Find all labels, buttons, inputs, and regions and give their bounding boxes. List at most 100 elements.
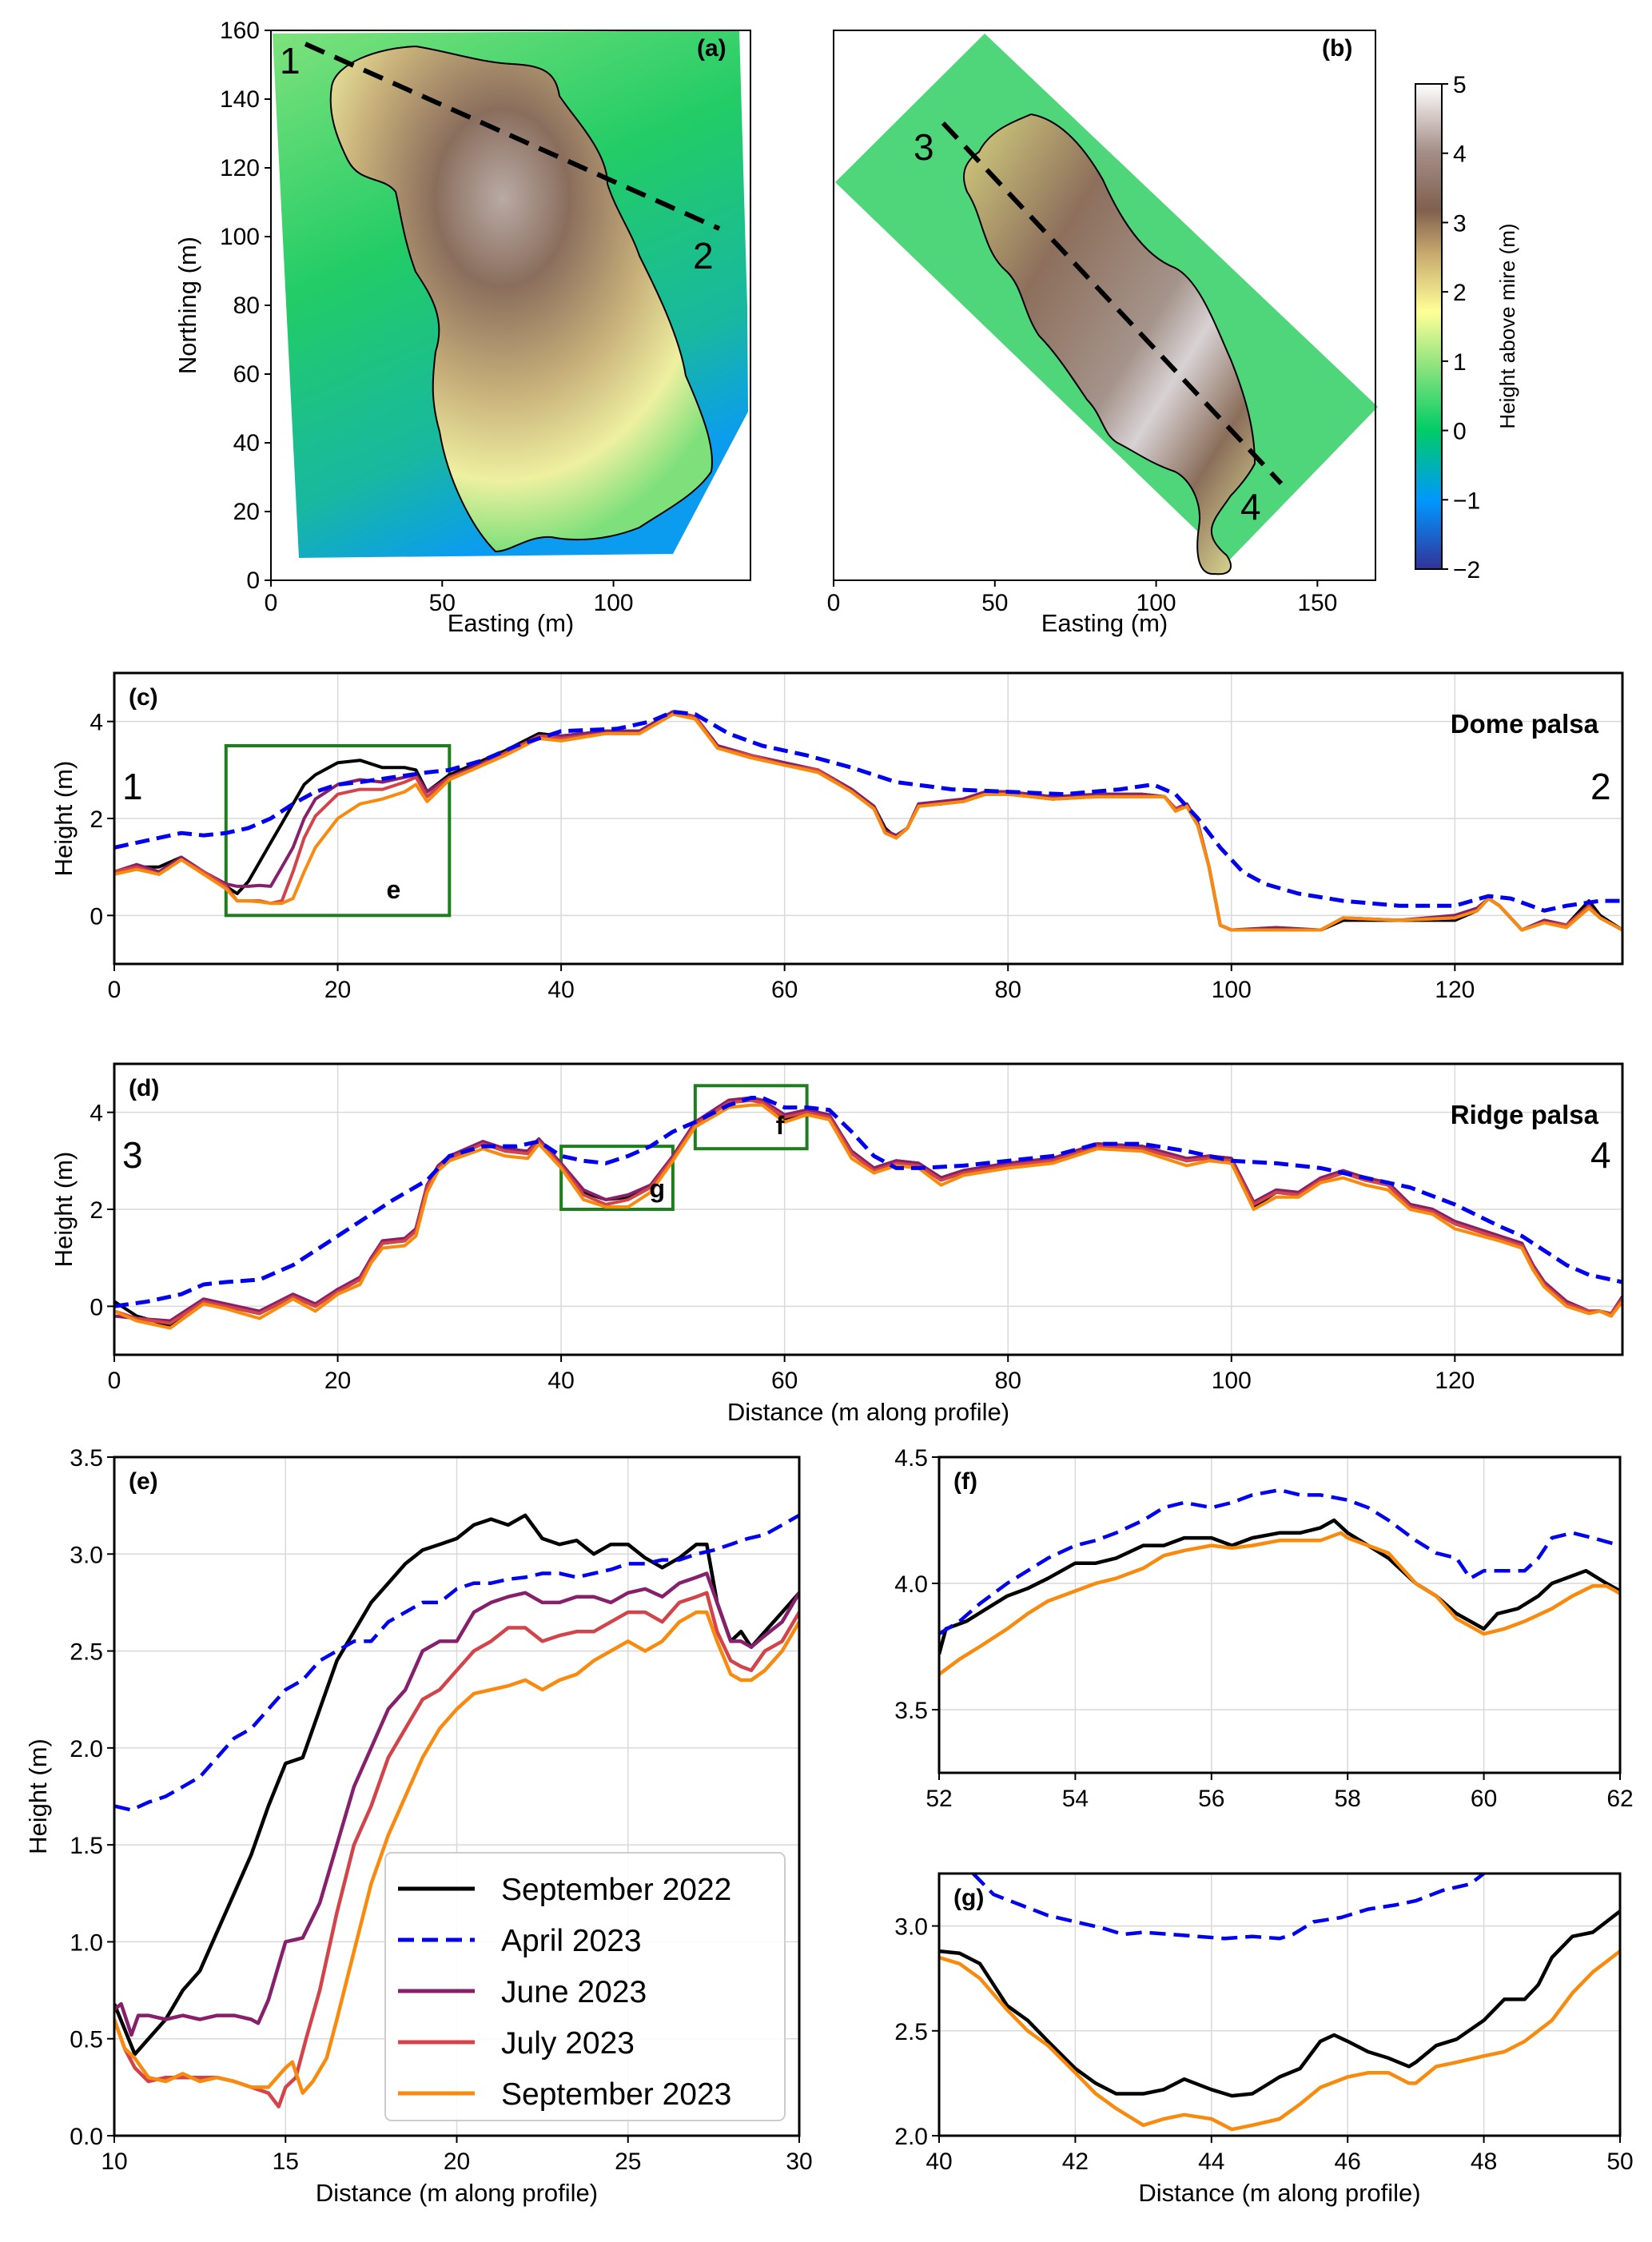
legend-label-july-2023: July 2023 bbox=[501, 2026, 635, 2061]
x-tick-label-g: 42 bbox=[1062, 2148, 1089, 2175]
panel-title-d: Ridge palsa bbox=[1451, 1100, 1599, 1129]
x-tick-label-e: 20 bbox=[444, 2148, 470, 2175]
colorbar-tick-label: 5 bbox=[1453, 72, 1467, 98]
x-tick-label-b: 0 bbox=[827, 590, 841, 616]
legend-label-april-2023: April 2023 bbox=[501, 1924, 642, 1958]
x-tick-label-e: 30 bbox=[786, 2148, 812, 2175]
x-tick-label-b: 50 bbox=[981, 590, 1008, 616]
profile-start-label-c: 1 bbox=[122, 766, 143, 807]
profile-end-label-2: 2 bbox=[693, 235, 714, 277]
legend: September 2022 April 2023 June 2023 July 20… bbox=[384, 1852, 786, 2121]
x-tick-label-e: 10 bbox=[101, 2148, 127, 2175]
y-tick-label-d: 0 bbox=[90, 1294, 103, 1320]
x-tick-label-f: 52 bbox=[926, 1786, 952, 1812]
y-axis-label-d: Height (m) bbox=[50, 1152, 78, 1268]
panel-f-zoom: 52 54 56 58 60 62 3.5 4.0 4.5 (f) bbox=[894, 1445, 1633, 1812]
legend-label-september-2023: September 2023 bbox=[501, 2077, 731, 2112]
x-tick-label-c: 120 bbox=[1435, 977, 1475, 1003]
x-tick-label-f: 60 bbox=[1471, 1786, 1497, 1812]
y-tick-label-e: 3.0 bbox=[70, 1542, 103, 1568]
y-tick-label-g: 3.0 bbox=[894, 1914, 928, 1941]
series-line-september-2022 bbox=[939, 1909, 1620, 2098]
axes-frame-f bbox=[937, 1456, 1622, 1774]
y-tick-label-e: 1.0 bbox=[70, 1929, 103, 1956]
x-tick-label-a: 100 bbox=[594, 590, 634, 616]
colorbar-tick-label: −2 bbox=[1453, 557, 1480, 583]
profile-start-label-3: 3 bbox=[914, 126, 934, 168]
x-tick-label-d: 40 bbox=[547, 1368, 574, 1394]
profile-start-label-1: 1 bbox=[280, 40, 301, 82]
profile-start-label-d: 3 bbox=[122, 1134, 143, 1176]
x-tick-label-d: 120 bbox=[1435, 1368, 1475, 1394]
y-tick-label-c: 0 bbox=[90, 903, 103, 930]
inset-box-f bbox=[693, 1084, 809, 1151]
colorbar bbox=[1415, 83, 1443, 570]
x-tick-label-c: 40 bbox=[547, 977, 574, 1003]
panel-label-d: (d) bbox=[129, 1075, 159, 1101]
y-tick-label-f: 4.5 bbox=[894, 1445, 928, 1471]
panel-g-zoom: 40 42 44 46 48 50 2.0 2.5 3.0 (g) Distance (m alon… bbox=[894, 1872, 1634, 2207]
x-tick-label-b: 150 bbox=[1297, 590, 1337, 616]
x-tick-label-c: 80 bbox=[995, 977, 1021, 1003]
x-tick-label-d: 0 bbox=[108, 1368, 121, 1394]
series-line-april-2023 bbox=[114, 1513, 799, 1812]
colorbar-tick-label: 4 bbox=[1453, 141, 1467, 168]
x-tick-label-g: 48 bbox=[1471, 2148, 1497, 2175]
colorbar-tick-label: −1 bbox=[1453, 488, 1480, 514]
inset-box-e bbox=[224, 744, 452, 918]
series-line-april-2023 bbox=[114, 710, 1622, 913]
series-line-april-2023 bbox=[939, 1487, 1620, 1636]
y-tick-label-a: 80 bbox=[233, 293, 260, 319]
profile-line-3-4 bbox=[941, 121, 1284, 486]
x-tick-label-c: 20 bbox=[324, 977, 351, 1003]
x-axis-label-d: Distance (m along profile) bbox=[727, 1398, 1009, 1426]
x-tick-label-d: 100 bbox=[1212, 1368, 1252, 1394]
y-tick-label-e: 2.0 bbox=[70, 1736, 103, 1762]
y-axis-label-e: Height (m) bbox=[24, 1738, 52, 1854]
panel-e-zoom: 10 15 20 25 30 0.0 0.5 1.0 1.5 2.0 2.5 3.0 3.5 (e) Hei… bbox=[24, 1445, 813, 2207]
legend-label-june-2023: June 2023 bbox=[501, 1975, 647, 2009]
x-axis-label-g: Distance (m along profile) bbox=[1138, 2179, 1420, 2207]
x-tick-label-g: 50 bbox=[1606, 2148, 1633, 2175]
x-tick-label-f: 54 bbox=[1062, 1786, 1089, 1812]
panel-title-c: Dome palsa bbox=[1451, 709, 1599, 739]
x-tick-label-e: 25 bbox=[615, 2148, 641, 2175]
y-tick-label-a: 120 bbox=[220, 155, 260, 181]
x-tick-label-d: 60 bbox=[771, 1368, 798, 1394]
y-axis-label-c: Height (m) bbox=[50, 761, 78, 877]
profile-line-1-2 bbox=[304, 42, 721, 231]
x-tick-label-a: 0 bbox=[265, 590, 278, 616]
colorbar-tick-label: 2 bbox=[1453, 280, 1467, 306]
y-tick-label-f: 3.5 bbox=[894, 1698, 928, 1724]
x-axis-label-e: Distance (m along profile) bbox=[316, 2179, 598, 2207]
series-line-september-2023 bbox=[114, 1103, 1622, 1330]
inset-box-label-g: g bbox=[650, 1174, 666, 1203]
y-tick-label-a: 160 bbox=[220, 18, 260, 44]
series-line-april-2023 bbox=[114, 1096, 1622, 1308]
x-tick-label-f: 58 bbox=[1335, 1786, 1361, 1812]
y-tick-label-a: 60 bbox=[233, 361, 260, 388]
y-tick-label-d: 4 bbox=[90, 1101, 103, 1127]
y-tick-label-e: 0.5 bbox=[70, 2027, 103, 2053]
y-tick-label-e: 2.5 bbox=[70, 1639, 103, 1666]
series-line-september-2023 bbox=[114, 712, 1622, 932]
panel-label-c: (c) bbox=[129, 684, 158, 711]
y-tick-label-c: 2 bbox=[90, 806, 103, 833]
y-tick-label-a: 20 bbox=[233, 499, 260, 525]
x-tick-label-f: 56 bbox=[1198, 1786, 1224, 1812]
y-tick-label-a: 100 bbox=[220, 224, 260, 250]
x-tick-label-g: 44 bbox=[1198, 2148, 1224, 2175]
x-tick-label-b: 100 bbox=[1136, 590, 1176, 616]
colorbar-tick-label: 0 bbox=[1453, 419, 1467, 445]
profile-end-label-c: 2 bbox=[1590, 766, 1611, 807]
x-axis-label-a: Easting (m) bbox=[448, 609, 574, 637]
x-tick-label-a: 50 bbox=[429, 590, 456, 616]
panel-label-g: (g) bbox=[953, 1885, 984, 1911]
axes-frame-g bbox=[937, 1872, 1622, 2137]
y-tick-label-a: 40 bbox=[233, 430, 260, 456]
x-tick-label-g: 40 bbox=[926, 2148, 952, 2175]
x-tick-label-c: 60 bbox=[771, 977, 798, 1003]
y-tick-label-g: 2.5 bbox=[894, 2019, 928, 2045]
panel-b-map: 3 4 (b) 0 50 100 150 Easting (m) 5 4 3 2 1 0 −1 −2… bbox=[827, 30, 1519, 637]
